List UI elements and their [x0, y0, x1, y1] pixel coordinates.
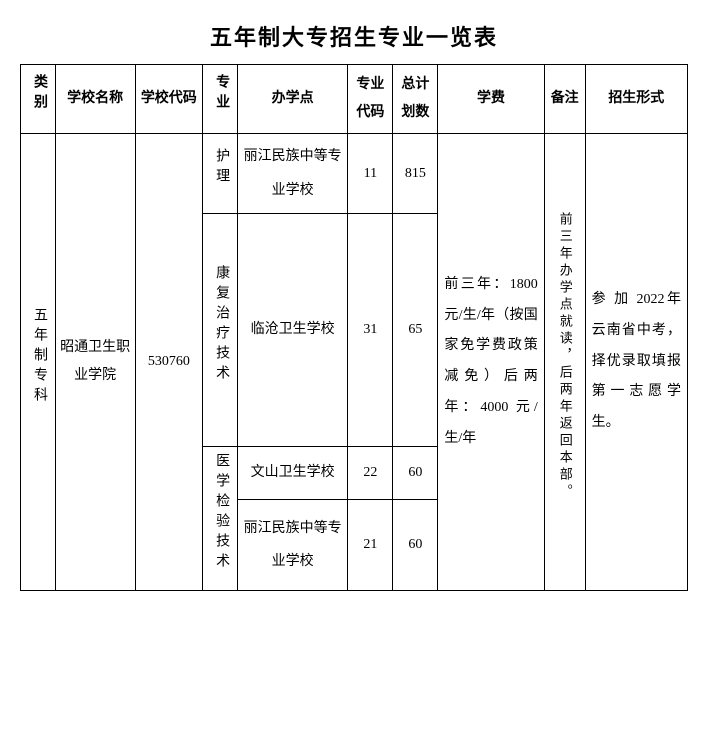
cell-major-code: 31: [348, 214, 393, 447]
cell-location: 临沧卫生学校: [237, 214, 347, 447]
cell-note: 前三年办学点就读，后两年返回本部。: [544, 134, 585, 591]
cell-plan-count: 65: [393, 214, 438, 447]
header-school-code: 学校代码: [135, 65, 203, 134]
cell-major: 医学检验技术: [203, 447, 238, 591]
header-category: 类别: [21, 65, 56, 134]
header-major: 专业: [203, 65, 238, 134]
cell-major-code: 21: [348, 500, 393, 591]
header-form: 招生形式: [585, 65, 687, 134]
header-location: 办学点: [237, 65, 347, 134]
cell-category: 五年制专科: [21, 134, 56, 591]
table-row: 五年制专科 昭通卫生职业学院 530760 护理 丽江民族中等专业学校 11 8…: [21, 134, 688, 214]
header-major-code: 专业代码: [348, 65, 393, 134]
cell-plan-count: 60: [393, 500, 438, 591]
cell-plan-count: 60: [393, 447, 438, 500]
header-school-name: 学校名称: [55, 65, 135, 134]
header-plan-count: 总计划数: [393, 65, 438, 134]
header-row: 类别 学校名称 学校代码 专业 办学点 专业代码 总计划数 学费 备注 招生形式: [21, 65, 688, 134]
cell-major-code: 22: [348, 447, 393, 500]
cell-location: 丽江民族中等专业学校: [237, 500, 347, 591]
cell-form: 参 加 2022年云南省中考，择优录取填报第一志愿学生。: [585, 134, 687, 591]
cell-location: 丽江民族中等专业学校: [237, 134, 347, 214]
header-note: 备注: [544, 65, 585, 134]
header-fee: 学费: [438, 65, 544, 134]
cell-plan-count: 815: [393, 134, 438, 214]
cell-major: 康复治疗技术: [203, 214, 238, 447]
cell-fee: 前三年：1800 元/生/年（按国家免学费政策减免）后两年：4000 元/生/年: [438, 134, 544, 591]
page-title: 五年制大专招生专业一览表: [20, 20, 688, 52]
admissions-table: 类别 学校名称 学校代码 专业 办学点 专业代码 总计划数 学费 备注 招生形式…: [20, 64, 688, 591]
cell-school-name: 昭通卫生职业学院: [55, 134, 135, 591]
cell-school-code: 530760: [135, 134, 203, 591]
cell-location: 文山卫生学校: [237, 447, 347, 500]
cell-major: 护理: [203, 134, 238, 214]
cell-major-code: 11: [348, 134, 393, 214]
